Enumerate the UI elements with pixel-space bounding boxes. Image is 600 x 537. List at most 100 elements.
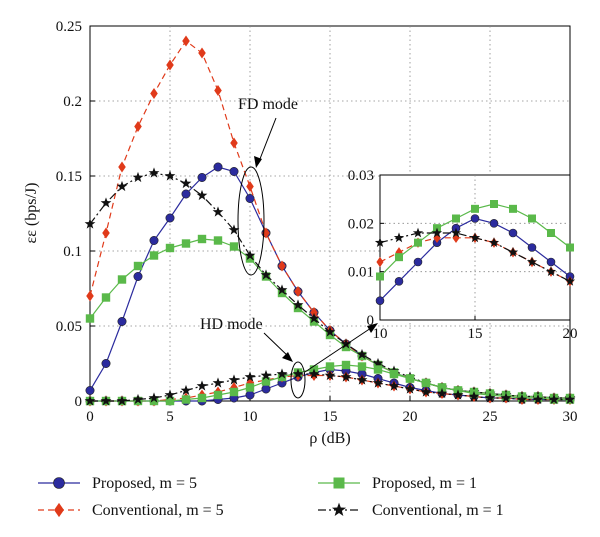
- data-point: [516, 393, 528, 405]
- y-tick-label: 0.2: [63, 94, 82, 110]
- inset-data-point: [431, 227, 443, 238]
- data-point: [420, 386, 432, 397]
- data-point: [245, 194, 255, 204]
- data-point: [214, 85, 222, 96]
- inset-series-conventional-m-1: [374, 227, 576, 286]
- inset-data-point: [566, 243, 574, 252]
- inset-data-point: [508, 228, 518, 238]
- data-point: [117, 316, 127, 326]
- legend-item-proposed-m-5: Proposed, m = 5: [38, 475, 197, 492]
- legend-label: Proposed, m = 5: [92, 475, 197, 492]
- data-point: [149, 236, 159, 246]
- data-point: [310, 307, 318, 318]
- data-point: [277, 372, 287, 382]
- data-point: [133, 271, 143, 281]
- hd-mode-arrow: [263, 332, 291, 359]
- data-point: [308, 312, 320, 324]
- data-point: [389, 369, 399, 379]
- data-point: [245, 390, 255, 400]
- inset-y-tick-label: 0: [367, 313, 375, 329]
- data-point: [278, 260, 286, 272]
- data-point: [244, 249, 256, 261]
- data-point: [325, 362, 335, 371]
- data-point: [213, 236, 223, 245]
- inset-y-tick-labels: 0 0.01 0.02 0.03: [348, 168, 384, 329]
- inset-y-tick-label: 0.02: [348, 216, 374, 232]
- data-point: [244, 371, 256, 382]
- data-point: [532, 393, 544, 405]
- data-point: [181, 239, 191, 248]
- inset-data-point: [489, 219, 499, 228]
- data-point: [181, 395, 191, 404]
- data-point: [116, 395, 128, 406]
- inset-series-proposed-m-1: [376, 200, 574, 281]
- hd-mode-arrowhead: [282, 352, 293, 362]
- data-point: [165, 243, 175, 253]
- data-point: [198, 47, 206, 59]
- data-point: [356, 348, 368, 360]
- inset-x-tick-label: 15: [468, 326, 483, 342]
- x-tick-label: 30: [563, 409, 578, 425]
- inset-data-point: [564, 275, 576, 286]
- x-tick-label: 5: [166, 409, 174, 425]
- data-point: [132, 171, 144, 183]
- data-point: [292, 299, 304, 310]
- legend: Proposed, m = 5 Proposed, m = 1 Convention…: [38, 475, 504, 519]
- data-point: [165, 213, 175, 223]
- data-point: [548, 393, 560, 405]
- data-point: [196, 189, 208, 201]
- inset-data-point: [452, 214, 460, 223]
- legend-marker: [53, 477, 65, 489]
- y-tick-label: 0.25: [56, 19, 82, 35]
- data-point: [245, 383, 255, 392]
- data-point: [372, 377, 384, 388]
- legend-marker: [333, 477, 345, 489]
- data-point: [357, 362, 367, 371]
- legend-label: Conventional, m = 1: [372, 502, 504, 519]
- inset-data-point: [393, 232, 405, 243]
- hd-mode-ellipse: [290, 361, 306, 399]
- data-point: [118, 161, 126, 173]
- y-tick-label: 0.05: [56, 319, 82, 335]
- data-point: [212, 377, 224, 388]
- data-point: [100, 197, 112, 208]
- data-point: [86, 290, 94, 302]
- inset-data-point: [509, 204, 517, 213]
- data-point: [212, 206, 224, 217]
- data-point: [84, 218, 96, 229]
- data-point: [388, 380, 400, 391]
- data-point: [102, 227, 110, 239]
- data-point: [165, 396, 175, 406]
- data-point: [261, 377, 271, 386]
- data-point: [324, 369, 336, 381]
- inset-data-point: [469, 232, 481, 243]
- inset-y-tick-label: 0.03: [348, 168, 374, 184]
- data-point: [245, 254, 255, 263]
- data-point: [484, 392, 496, 403]
- data-point: [293, 303, 303, 313]
- x-axis-label: ρ (dB): [309, 430, 350, 447]
- data-point: [340, 371, 352, 382]
- data-point: [341, 342, 351, 352]
- series-hd-conventional-m-1: [84, 368, 576, 406]
- inset-data-point: [527, 243, 537, 252]
- data-point: [164, 389, 176, 400]
- data-point: [292, 368, 304, 379]
- data-point: [229, 387, 239, 397]
- data-point: [197, 393, 207, 403]
- y-tick-label: 0.1: [63, 244, 82, 260]
- fd-mode-arrowhead: [254, 156, 262, 168]
- data-point: [341, 360, 351, 370]
- data-point: [150, 88, 158, 99]
- data-point: [246, 181, 254, 192]
- data-point: [85, 314, 95, 323]
- legend-label: Proposed, m = 1: [372, 475, 477, 492]
- data-point: [500, 392, 512, 403]
- data-point: [213, 390, 223, 400]
- data-point: [228, 224, 240, 235]
- data-point: [452, 389, 464, 400]
- data-point: [101, 293, 111, 302]
- inset-data-point: [394, 277, 404, 286]
- data-point: [468, 390, 480, 402]
- data-point: [324, 326, 336, 337]
